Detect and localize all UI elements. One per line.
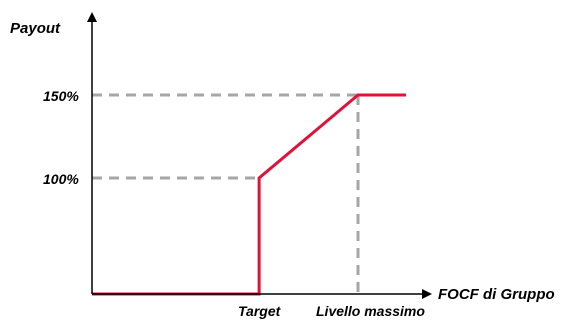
y-tick-label-150: 150% [43,88,79,104]
series-layer [92,93,406,296]
x-axis-title: FOCF di Gruppo [438,286,555,303]
x-tick-label-target: Target [238,303,282,319]
y-axis-title: Payout [10,20,61,37]
x-tick-label-livello-massimo: Livello massimo [316,303,425,319]
reference-lines [92,93,360,294]
y-tick-label-100: 100% [43,171,79,187]
series-line-0 [92,93,406,296]
